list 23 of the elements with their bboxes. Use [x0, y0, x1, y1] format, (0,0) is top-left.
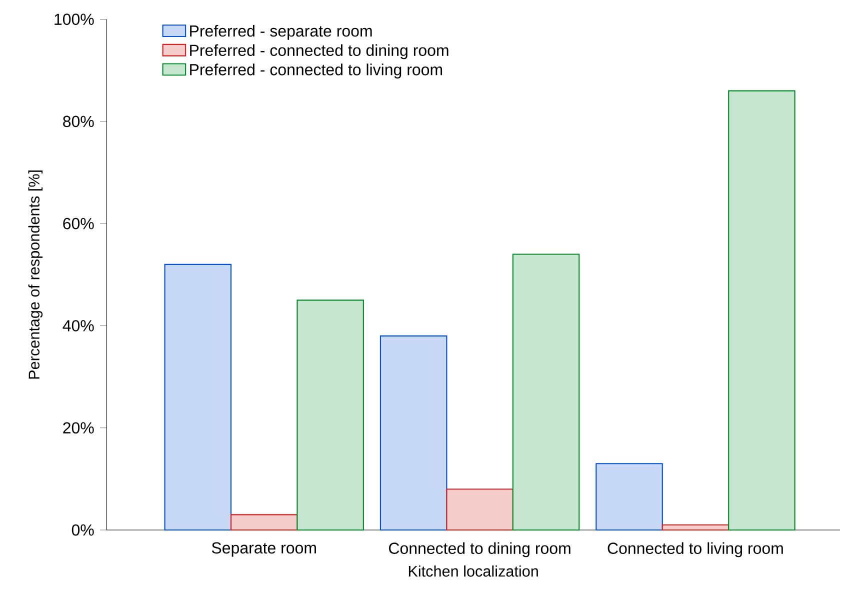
- bar: [230, 514, 298, 531]
- bar: [446, 488, 514, 531]
- bar: [296, 300, 364, 531]
- x-tick-label: Separate room: [212, 542, 316, 557]
- x-axis-title: Kitchen localization: [408, 565, 538, 577]
- y-tick-label: 0%: [72, 524, 94, 536]
- bar: [512, 254, 580, 531]
- y-tick-label: 60%: [63, 218, 94, 230]
- y-axis-title: Percentage of respondents [%]: [28, 170, 43, 379]
- legend-label: Preferred - connected to living room: [190, 64, 442, 78]
- bar: [662, 524, 730, 531]
- y-tick-label: 100%: [54, 14, 94, 25]
- bar: [596, 463, 663, 531]
- x-tick-label: Connected to living room: [608, 542, 783, 558]
- y-tick-label: 20%: [63, 422, 94, 434]
- y-tick-label: 40%: [62, 320, 94, 332]
- legend-label: Preferred - separate room: [190, 24, 372, 40]
- bar: [380, 335, 448, 531]
- x-tick-label: Connected to dining room: [389, 542, 570, 558]
- y-tick-label: 80%: [63, 116, 94, 128]
- bar: [728, 90, 796, 531]
- bar: [164, 264, 232, 531]
- legend-label: Preferred - connected to dining room: [190, 44, 448, 60]
